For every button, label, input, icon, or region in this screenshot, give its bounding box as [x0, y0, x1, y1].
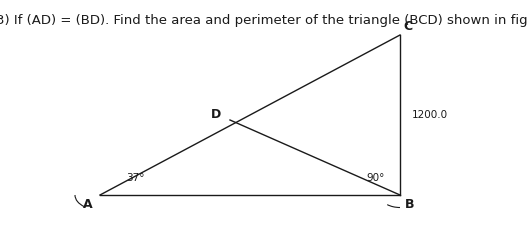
Text: 3) If (AD) = (BD). Find the area and perimeter of the triangle (BCD) shown in fi: 3) If (AD) = (BD). Find the area and per… [0, 14, 528, 27]
Text: 1200.0: 1200.0 [412, 110, 448, 120]
Text: D: D [211, 108, 221, 120]
Text: 37°: 37° [126, 173, 144, 183]
Text: B: B [406, 199, 415, 211]
Text: C: C [403, 20, 412, 34]
Text: 90°: 90° [367, 173, 385, 183]
Text: A: A [83, 199, 93, 211]
